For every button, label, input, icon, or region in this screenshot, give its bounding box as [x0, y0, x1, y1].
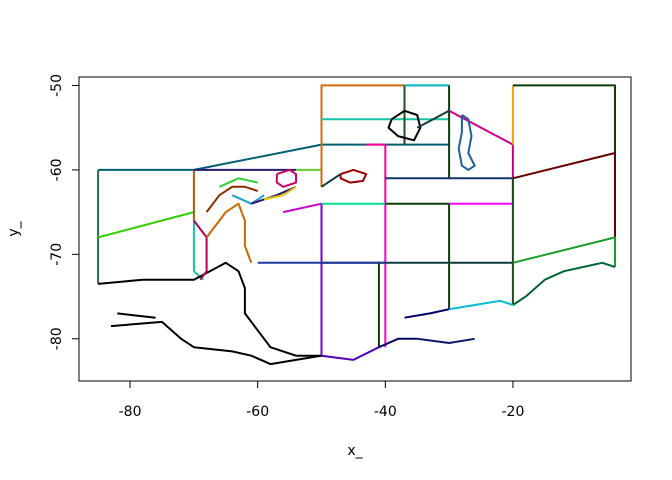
series-line-13: [366, 143, 387, 204]
y-tick-label: -70: [49, 243, 65, 266]
series-line-11: [282, 202, 322, 214]
x-tick-label: -60: [246, 404, 269, 420]
series-line-7: [296, 168, 323, 187]
series-line-48: [339, 168, 368, 184]
series-line-37: [98, 261, 322, 357]
y-axis-title: y_: [6, 220, 22, 236]
series-line-10: [320, 173, 342, 188]
y-tick-label: -80: [49, 327, 65, 350]
series-line-38: [110, 320, 322, 366]
series-line-17: [449, 178, 514, 205]
series-layer: [97, 84, 616, 366]
series-line-51: [457, 114, 476, 171]
x-axis: -80 -60 -40 -20: [119, 380, 525, 420]
series-line-36: [321, 346, 380, 361]
series-line-40: [193, 219, 208, 281]
y-axis: -80 -70 -60 -50: [49, 74, 80, 350]
series-line-39: [117, 312, 156, 319]
x-tick-label: -20: [502, 404, 525, 420]
y-tick-label: -60: [49, 158, 65, 181]
series-line-41: [205, 202, 253, 264]
x-tick-label: -40: [374, 404, 397, 420]
series-line-47: [275, 168, 297, 188]
series-line-49: [387, 109, 422, 142]
series-line-33: [404, 308, 450, 319]
series-line-32: [448, 299, 514, 311]
series-line-27: [512, 84, 616, 153]
series-line-29: [512, 152, 616, 238]
series-line-44: [231, 194, 265, 205]
series-line-5: [192, 220, 205, 281]
series-line-50: [416, 109, 450, 129]
series-line-35: [378, 337, 418, 349]
series-line-16: [385, 202, 451, 310]
plot-frame: [78, 76, 632, 382]
series-line-42: [205, 185, 259, 213]
y-tick-label: -50: [49, 74, 65, 97]
series-line-46: [263, 185, 297, 201]
series-line-34: [417, 337, 475, 344]
series-line-1: [98, 143, 450, 171]
series-line-45: [250, 185, 297, 205]
series-line-43: [218, 177, 258, 188]
series-line-30: [512, 236, 616, 267]
series-line-31: [512, 261, 616, 306]
x-tick-label: -80: [119, 404, 142, 420]
series-line-3: [97, 211, 195, 239]
x-axis-title: x_: [347, 443, 363, 459]
